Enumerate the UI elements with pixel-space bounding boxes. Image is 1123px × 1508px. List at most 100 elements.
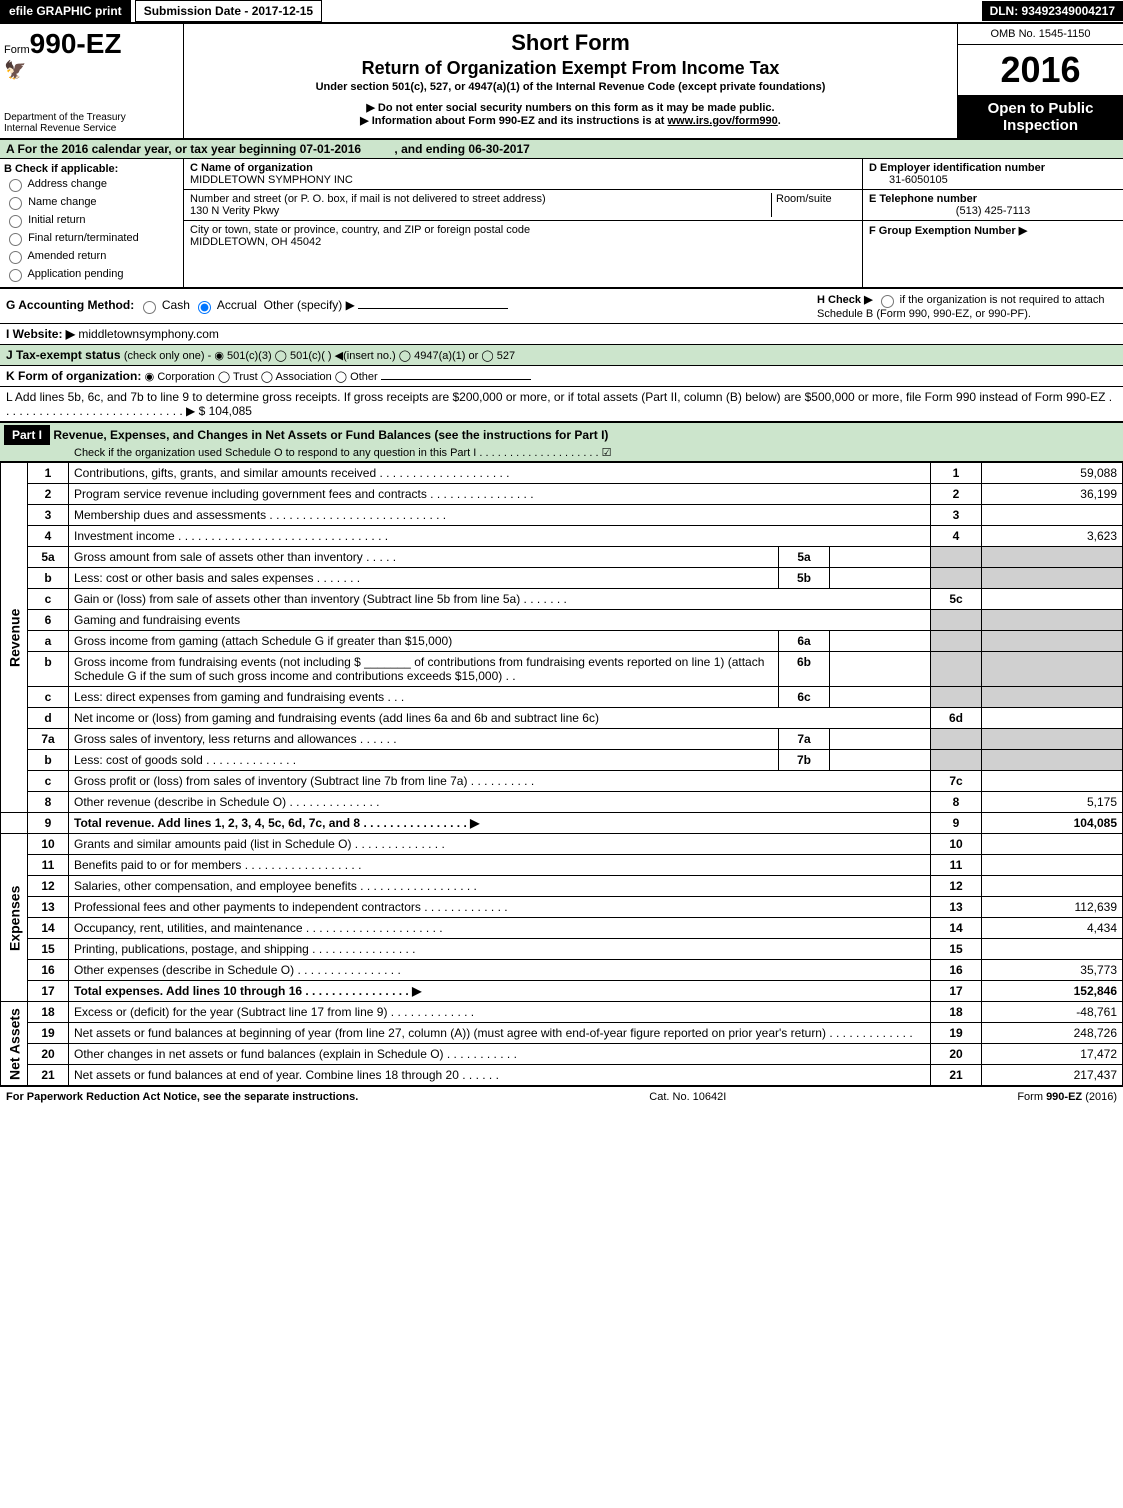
l6c-num: c — [28, 687, 69, 708]
efile-print-button[interactable]: efile GRAPHIC print — [0, 0, 131, 22]
l14-val: 4,434 — [982, 918, 1123, 939]
l2-desc: Program service revenue including govern… — [69, 484, 931, 505]
l5b-val — [982, 568, 1123, 589]
group-exemption-label: F Group Exemption Number ▶ — [869, 225, 1027, 237]
l7b-desc: Less: cost of goods sold . . . . . . . .… — [69, 750, 779, 771]
line-5b: bLess: cost or other basis and sales exp… — [1, 568, 1123, 589]
line-3: 3Membership dues and assessments . . . .… — [1, 505, 1123, 526]
l6-box — [931, 610, 982, 631]
chk-address-change[interactable]: Address change — [4, 175, 179, 193]
l5b-box — [931, 568, 982, 589]
top-bar-left: efile GRAPHIC print Submission Date - 20… — [0, 0, 322, 22]
l10-val — [982, 834, 1123, 855]
accounting-method-label: G Accounting Method: — [6, 298, 134, 312]
chk-amended-return[interactable]: Amended return — [4, 247, 179, 265]
chk-application-pending[interactable]: Application pending — [4, 265, 179, 283]
l16-num: 16 — [28, 960, 69, 981]
line-11: 11Benefits paid to or for members . . . … — [1, 855, 1123, 876]
chk-initial-return[interactable]: Initial return — [4, 211, 179, 229]
h-check-label: H Check ▶ — [817, 294, 873, 306]
l7b-subval — [830, 750, 931, 771]
ein-value: 31-6050105 — [869, 174, 948, 186]
submission-date-button[interactable]: Submission Date - 2017-12-15 — [135, 0, 322, 22]
h-checkbox[interactable] — [881, 295, 894, 308]
phone-label: E Telephone number — [869, 193, 977, 205]
l2-val: 36,199 — [982, 484, 1123, 505]
l7a-desc: Gross sales of inventory, less returns a… — [69, 729, 779, 750]
l6a-subbox: 6a — [779, 631, 830, 652]
l4-box: 4 — [931, 526, 982, 547]
l4-num: 4 — [28, 526, 69, 547]
dept-line2: Internal Revenue Service — [4, 123, 179, 134]
l18-num: 18 — [28, 1002, 69, 1023]
l17-num: 17 — [28, 981, 69, 1002]
irs-eagle-icon: 🦅 — [4, 60, 179, 81]
subtitle: Under section 501(c), 527, or 4947(a)(1)… — [192, 81, 949, 93]
l6d-val — [982, 708, 1123, 729]
radio-cash[interactable]: Cash — [138, 298, 190, 312]
l21-desc: Net assets or fund balances at end of ye… — [69, 1065, 931, 1086]
header-center: Short Form Return of Organization Exempt… — [184, 24, 957, 138]
top-bar: efile GRAPHIC print Submission Date - 20… — [0, 0, 1123, 24]
row-a-end: , and ending 06-30-2017 — [394, 142, 529, 156]
website-value[interactable]: middletownsymphony.com — [78, 327, 219, 341]
line-1: Revenue 1 Contributions, gifts, grants, … — [1, 463, 1123, 484]
l1-desc: Contributions, gifts, grants, and simila… — [69, 463, 931, 484]
l5b-subbox: 5b — [779, 568, 830, 589]
line-8: 8Other revenue (describe in Schedule O) … — [1, 792, 1123, 813]
l7a-subval — [830, 729, 931, 750]
sidebar-revenue: Revenue — [1, 463, 28, 813]
warning-2: ▶ Information about Form 990-EZ and its … — [192, 114, 949, 127]
l13-desc: Professional fees and other payments to … — [69, 897, 931, 918]
l6c-val — [982, 687, 1123, 708]
l17-box: 17 — [931, 981, 982, 1002]
l6a-val — [982, 631, 1123, 652]
l6a-box — [931, 631, 982, 652]
line-5c: cGain or (loss) from sale of assets othe… — [1, 589, 1123, 610]
line-6c: cLess: direct expenses from gaming and f… — [1, 687, 1123, 708]
box-f: F Group Exemption Number ▶ — [863, 221, 1123, 240]
line-6a: aGross income from gaming (attach Schedu… — [1, 631, 1123, 652]
dept-treasury: Department of the Treasury Internal Reve… — [4, 112, 179, 134]
header-left: Form990-EZ 🦅 Department of the Treasury … — [0, 24, 184, 138]
row-a-begin: A For the 2016 calendar year, or tax yea… — [6, 142, 361, 156]
form-prefix: Form — [4, 44, 30, 56]
line-5a: 5aGross amount from sale of assets other… — [1, 547, 1123, 568]
l12-num: 12 — [28, 876, 69, 897]
section-b-to-f: B Check if applicable: Address change Na… — [0, 159, 1123, 289]
city-value: MIDDLETOWN, OH 45042 — [190, 236, 321, 248]
l3-num: 3 — [28, 505, 69, 526]
row-l: L Add lines 5b, 6c, and 7b to line 9 to … — [0, 387, 1123, 423]
form-number-big: 990-EZ — [30, 28, 122, 59]
l16-box: 16 — [931, 960, 982, 981]
l2-num: 2 — [28, 484, 69, 505]
street-value: 130 N Verity Pkwy — [190, 205, 279, 217]
l16-val: 35,773 — [982, 960, 1123, 981]
l21-box: 21 — [931, 1065, 982, 1086]
l10-desc: Grants and similar amounts paid (list in… — [69, 834, 931, 855]
l15-desc: Printing, publications, postage, and shi… — [69, 939, 931, 960]
footer-right: Form 990-EZ (2016) — [1017, 1091, 1117, 1103]
chk-name-change[interactable]: Name change — [4, 193, 179, 211]
l7c-num: c — [28, 771, 69, 792]
street-label: Number and street (or P. O. box, if mail… — [190, 193, 546, 205]
chk-application-pending-label: Application pending — [27, 268, 123, 280]
l15-box: 15 — [931, 939, 982, 960]
l19-box: 19 — [931, 1023, 982, 1044]
l5a-box — [931, 547, 982, 568]
line-19: 19Net assets or fund balances at beginni… — [1, 1023, 1123, 1044]
radio-accrual[interactable]: Accrual — [193, 298, 257, 312]
row-i: I Website: ▶ middletownsymphony.com — [0, 324, 1123, 345]
chk-final-return-label: Final return/terminated — [28, 232, 139, 244]
form990-link[interactable]: www.irs.gov/form990 — [668, 115, 778, 127]
l3-box: 3 — [931, 505, 982, 526]
l15-val — [982, 939, 1123, 960]
row-h: H Check ▶ if the organization is not req… — [817, 292, 1117, 320]
form-org-options: ◉ Corporation ◯ Trust ◯ Association ◯ Ot… — [145, 371, 378, 383]
l11-num: 11 — [28, 855, 69, 876]
chk-final-return[interactable]: Final return/terminated — [4, 229, 179, 247]
l7a-subbox: 7a — [779, 729, 830, 750]
box-e: E Telephone number (513) 425-7113 — [863, 190, 1123, 221]
l6a-subval — [830, 631, 931, 652]
l7c-box: 7c — [931, 771, 982, 792]
